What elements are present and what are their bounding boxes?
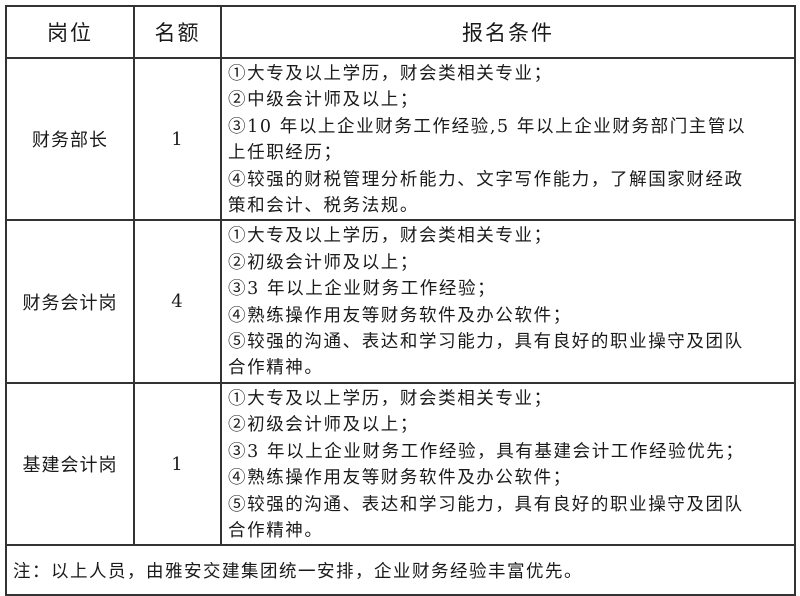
header-position: 岗位 [5, 5, 135, 59]
requirement-line: ①大专及以上学历，财会类相关专业； [228, 226, 553, 247]
requirement-line: ④熟练操作用友等财务软件及办公软件； [228, 468, 572, 489]
note-text: 注：以上人员，由雅安交建集团统一安排，企业财务经验丰富优先。 [5, 544, 796, 596]
requirement-line: 合作精神。 [228, 520, 324, 541]
position-cell: 财务部长 [5, 56, 135, 222]
header-row: 岗位 名额 报名条件 [5, 5, 796, 59]
table-row: 基建会计岗 1 ①大专及以上学历，财会类相关专业； ②初级会计师及以上； ③3 … [5, 381, 796, 547]
requirement-line: ②中级会计师及以上； [228, 90, 419, 111]
requirement-line: ⑤较强的沟通、表达和学习能力，具有良好的职业操守及团队 [228, 494, 744, 515]
requirement-line: 上任职经历； [228, 143, 343, 164]
note-row: 注：以上人员，由雅安交建集团统一安排，企业财务经验丰富优先。 [5, 544, 796, 596]
requirement-line: 策和会计、税务法规。 [228, 196, 419, 217]
header-requirements: 报名条件 [220, 5, 796, 59]
quota-cell: 1 [133, 56, 222, 222]
requirement-line: ④熟练操作用友等财务软件及办公软件； [228, 305, 572, 326]
quota-cell: 4 [133, 219, 222, 384]
requirement-line: ①大专及以上学历，财会类相关专业； [228, 64, 553, 84]
requirement-line: ③3 年以上企业财务工作经验； [228, 279, 497, 300]
requirements-cell: ①大专及以上学历，财会类相关专业； ②中级会计师及以上； ③10 年以上企业财务… [220, 56, 796, 222]
table-row: 财务部长 1 ①大专及以上学历，财会类相关专业； ②中级会计师及以上； ③10 … [5, 56, 796, 222]
position-cell: 基建会计岗 [5, 381, 135, 547]
header-quota: 名额 [133, 5, 222, 59]
requirement-line: 合作精神。 [228, 358, 324, 379]
requirement-line: ③3 年以上企业财务工作经验，具有基建会计工作经验优先； [228, 441, 745, 462]
requirement-line: ⑤较强的沟通、表达和学习能力，具有良好的职业操守及团队 [228, 332, 744, 353]
position-cell: 财务会计岗 [5, 219, 135, 384]
requirement-line: ①大专及以上学历，财会类相关专业； [228, 388, 553, 409]
requirements-cell: ①大专及以上学历，财会类相关专业； ②初级会计师及以上； ③3 年以上企业财务工… [220, 381, 796, 547]
requirements-cell: ①大专及以上学历，财会类相关专业； ②初级会计师及以上； ③3 年以上企业财务工… [220, 219, 796, 384]
requirement-line: ③10 年以上企业财务工作经验,5 年以上企业财务部门主管以 [228, 116, 747, 137]
quota-cell: 1 [133, 381, 222, 547]
recruitment-table: 岗位 名额 报名条件 财务部长 1 ①大专及以上学历，财会类相关专业； ②中级会… [5, 5, 796, 596]
table-row: 财务会计岗 4 ①大专及以上学历，财会类相关专业； ②初级会计师及以上； ③3 … [5, 219, 796, 384]
requirement-line: ④较强的财税管理分析能力、文字写作能力，了解国家财经政 [228, 169, 744, 190]
requirement-line: ②初级会计师及以上； [228, 415, 419, 436]
requirement-line: ②初级会计师及以上； [228, 252, 419, 273]
